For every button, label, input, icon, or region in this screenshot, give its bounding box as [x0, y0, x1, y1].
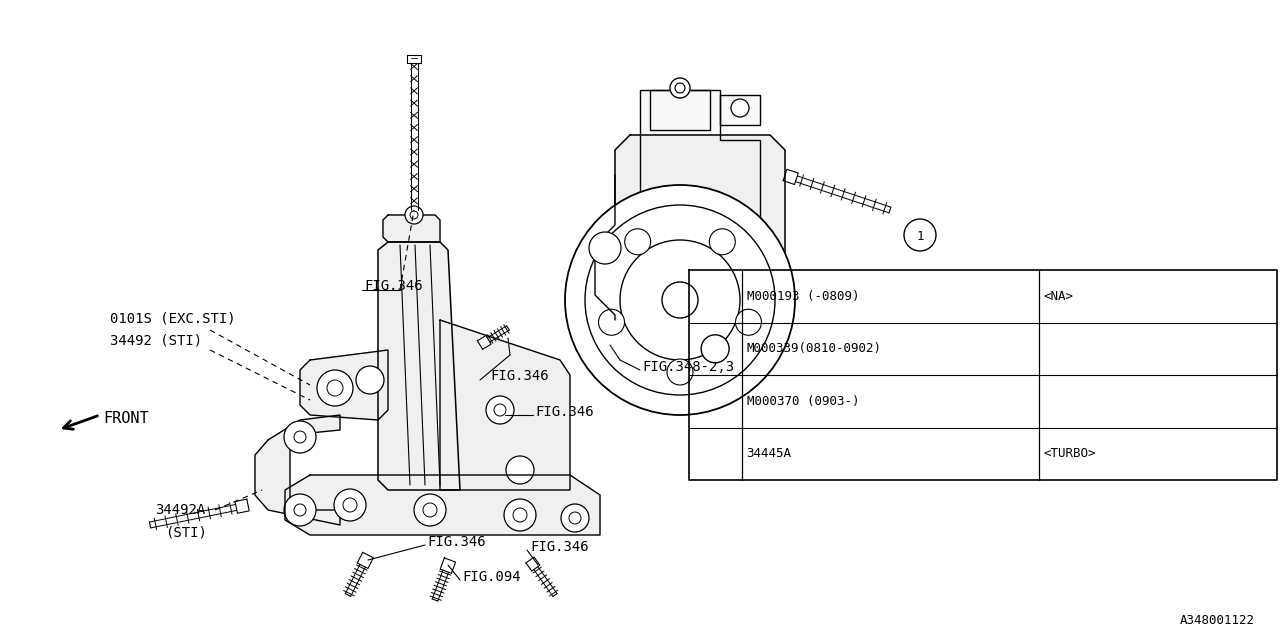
Circle shape [422, 503, 436, 517]
Text: 34492A: 34492A [155, 503, 205, 517]
Polygon shape [650, 90, 710, 130]
Circle shape [669, 78, 690, 98]
Circle shape [413, 494, 445, 526]
Text: FIG.346: FIG.346 [535, 405, 594, 419]
Circle shape [343, 498, 357, 512]
Polygon shape [440, 320, 570, 490]
Polygon shape [357, 552, 374, 568]
Circle shape [599, 309, 625, 335]
Polygon shape [378, 242, 460, 490]
Polygon shape [383, 215, 440, 242]
Polygon shape [526, 557, 540, 571]
Text: M000370 (0903-): M000370 (0903-) [746, 395, 859, 408]
Polygon shape [477, 335, 492, 349]
Circle shape [620, 240, 740, 360]
Circle shape [284, 421, 316, 453]
Polygon shape [300, 350, 388, 420]
Text: 0101S (EXC.STI): 0101S (EXC.STI) [110, 311, 236, 325]
Circle shape [709, 228, 735, 255]
Circle shape [667, 359, 692, 385]
Circle shape [561, 504, 589, 532]
Circle shape [356, 366, 384, 394]
Circle shape [494, 404, 506, 416]
Circle shape [486, 396, 515, 424]
Circle shape [662, 282, 698, 318]
Text: 1: 1 [916, 230, 924, 243]
Circle shape [701, 335, 730, 363]
Circle shape [675, 83, 685, 93]
Text: 34492 (STI): 34492 (STI) [110, 333, 202, 347]
Text: FIG.346: FIG.346 [428, 535, 485, 549]
Text: 1: 1 [712, 342, 719, 355]
Polygon shape [440, 558, 456, 573]
Text: M000193 (-0809): M000193 (-0809) [746, 290, 859, 303]
Text: M000339(0810-0902): M000339(0810-0902) [746, 342, 882, 355]
Circle shape [585, 205, 774, 395]
Circle shape [506, 456, 534, 484]
Circle shape [564, 185, 795, 415]
Circle shape [284, 494, 316, 526]
Text: FIG.348-2,3: FIG.348-2,3 [643, 360, 735, 374]
Polygon shape [721, 95, 760, 125]
Circle shape [589, 232, 621, 264]
Circle shape [294, 431, 306, 443]
Circle shape [317, 370, 353, 406]
Text: FIG.346: FIG.346 [364, 279, 422, 293]
Text: FIG.346: FIG.346 [490, 369, 549, 383]
Polygon shape [236, 499, 250, 513]
Text: (STI): (STI) [165, 525, 207, 539]
Circle shape [736, 309, 762, 335]
Polygon shape [285, 475, 600, 535]
Circle shape [513, 508, 527, 522]
Text: <TURBO>: <TURBO> [1044, 447, 1097, 460]
Circle shape [334, 489, 366, 521]
Polygon shape [689, 270, 1277, 480]
Circle shape [326, 380, 343, 396]
Polygon shape [407, 55, 421, 63]
Circle shape [410, 211, 419, 219]
Circle shape [294, 504, 306, 516]
Circle shape [731, 99, 749, 117]
Polygon shape [640, 90, 760, 320]
Text: A348001122: A348001122 [1180, 614, 1254, 627]
Polygon shape [255, 415, 340, 525]
Text: 34445A: 34445A [746, 447, 791, 460]
Circle shape [504, 499, 536, 531]
Circle shape [625, 228, 650, 255]
Text: FRONT: FRONT [102, 410, 148, 426]
Text: FIG.094: FIG.094 [462, 570, 521, 584]
Circle shape [404, 206, 422, 224]
Circle shape [570, 512, 581, 524]
Polygon shape [614, 135, 785, 320]
Text: <NA>: <NA> [1044, 290, 1074, 303]
Circle shape [904, 219, 936, 251]
Polygon shape [783, 170, 799, 184]
Text: FIG.346: FIG.346 [530, 540, 589, 554]
